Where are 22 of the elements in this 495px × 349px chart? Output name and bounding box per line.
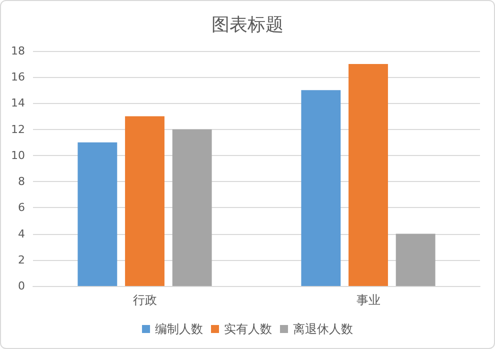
y-tick-label: 14: [11, 96, 25, 110]
legend-label: 实有人数: [224, 322, 272, 336]
y-tick-label: 10: [11, 148, 25, 162]
y-tick-label: 12: [11, 122, 25, 136]
bar: [301, 90, 341, 286]
chart-title: 图表标题: [212, 14, 284, 36]
bar: [172, 129, 212, 286]
y-tick-label: 6: [18, 201, 25, 214]
y-tick-label: 0: [18, 280, 25, 292]
legend-label: 编制人数: [155, 322, 203, 336]
y-tick-label: 8: [18, 175, 25, 188]
legend-label: 离退休人数: [293, 322, 353, 336]
bar: [348, 64, 388, 286]
y-tick-label: 4: [18, 227, 25, 240]
bar: [396, 234, 436, 286]
bar: [78, 142, 118, 286]
y-tick-label: 16: [11, 70, 25, 84]
x-tick-label: 行政: [132, 293, 157, 307]
y-tick-label: 2: [18, 253, 25, 266]
bar: [125, 116, 164, 286]
y-tick-label: 18: [11, 44, 25, 58]
x-tick-label: 事业: [356, 293, 380, 307]
